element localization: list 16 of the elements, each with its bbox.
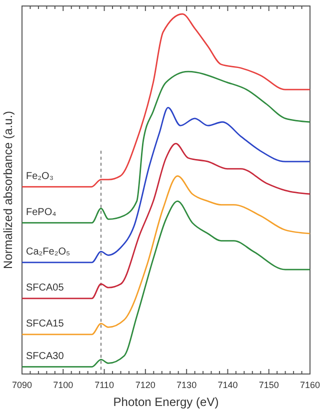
x-tick-label: 7090 (12, 380, 32, 390)
series-label: Fe₂O₃ (26, 170, 54, 182)
x-tick-label: 7110 (94, 380, 114, 390)
x-axis-title: Photon Energy (eV) (113, 395, 219, 409)
series-label: SFCA05 (26, 282, 64, 294)
x-tick-label: 7140 (218, 380, 238, 390)
x-tick-label: 7130 (176, 380, 197, 390)
series-label: SFCA30 (26, 350, 64, 362)
x-tick-label: 7160 (300, 380, 320, 390)
y-axis-title: Normalized absorbance (a.u.) (1, 110, 15, 270)
series-label: Ca₂Fe₂O₅ (26, 246, 70, 258)
series-label: FePO₄ (26, 206, 56, 218)
series-label: SFCA15 (26, 318, 64, 330)
x-tick-label: 7150 (258, 380, 279, 390)
x-tick-label: 7100 (53, 380, 74, 390)
x-tick-label: 7120 (135, 380, 156, 390)
